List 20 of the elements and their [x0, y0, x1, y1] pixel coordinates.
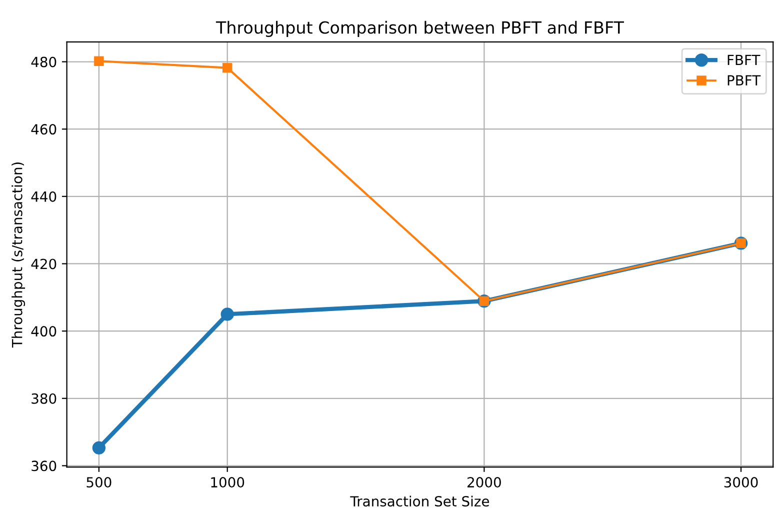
x-axis-title: Transaction Set Size [350, 496, 490, 507]
y-tick-label: 440 [31, 191, 56, 202]
y-tick-label: 380 [32, 393, 56, 404]
x-tick-label: 500 [86, 477, 112, 488]
legend-label: PBFT [728, 75, 761, 86]
legend-label: FBFT [728, 54, 760, 65]
y-tick-label: 400 [31, 326, 56, 337]
y-axis-title: Throughput (s/transaction) [12, 162, 26, 348]
x-tick-label: 2000 [468, 477, 501, 488]
y-tick-label: 360 [32, 460, 56, 472]
point [94, 56, 104, 66]
chart-title: Throughput Comparison between PBFT and FBFT [216, 20, 624, 38]
y-tick-label: 420 [31, 258, 56, 270]
point [92, 441, 106, 454]
point [220, 308, 234, 321]
x-tick-label: 1000 [211, 477, 244, 488]
point [222, 62, 232, 73]
y-tick-label: 460 [31, 124, 56, 135]
y-tick-label: 480 [31, 56, 56, 68]
x-tick-label: 3000 [724, 477, 758, 488]
